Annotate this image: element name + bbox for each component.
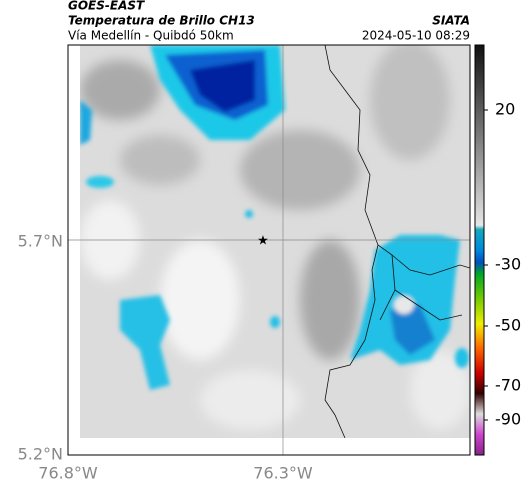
colorbar-tick-label: -70 [495, 376, 521, 395]
colorbar-ticks: 20 -30 -50 -70 -90 [484, 100, 521, 429]
header: GOES-EAST Temperatura de Brillo CH13 Vía… [68, 0, 470, 43]
colorbar-tick-label: -90 [495, 410, 521, 429]
map-frame [67, 44, 471, 456]
title: Temperatura de Brillo CH13 [68, 14, 255, 28]
boundaries [324, 45, 470, 438]
source: GOES-EAST [68, 0, 145, 13]
lon-tick-label: 76.3°W [253, 464, 313, 483]
satellite-image [80, 45, 470, 438]
subtitle: Vía Medellín - Quibdó 50km [68, 29, 234, 43]
colorbar-tick-label: -30 [495, 255, 521, 274]
colorbar-tick-label: -50 [495, 316, 521, 335]
axis-labels: 5.7°N 5.2°N 76.8°W 76.3°W [18, 232, 313, 483]
location-marker: ★ [257, 234, 269, 249]
lat-tick-label: 5.2°N [18, 445, 63, 464]
lon-tick-label: 76.8°W [38, 464, 98, 483]
agency: SIATA [432, 14, 470, 28]
colorbar [474, 44, 485, 456]
lat-tick-label: 5.7°N [18, 232, 63, 251]
colorbar-tick-label: 20 [495, 100, 515, 119]
timestamp: 2024-05-10 08:29 [362, 29, 470, 43]
